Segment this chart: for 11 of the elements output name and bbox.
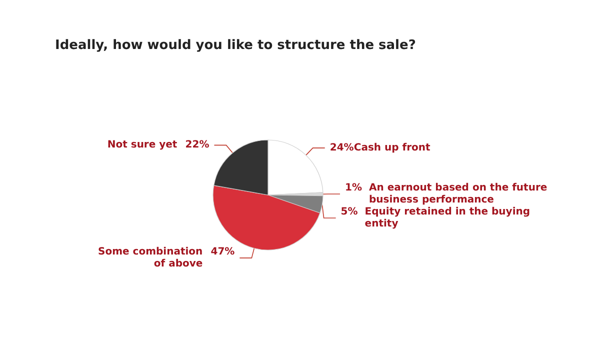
data-label: 24% (330, 142, 354, 154)
slice-label: Not sure yet (107, 140, 178, 151)
data-label: 22% (185, 140, 210, 151)
chart-title: Ideally, how would you like to structure the sale? (55, 38, 416, 53)
data-label: 47% (210, 246, 235, 258)
data-label: 1% (344, 182, 362, 194)
slice-label: Cash up front (354, 142, 431, 154)
data-label: 5% (340, 206, 358, 218)
slice-label: An earnout based on the future business performance (368, 182, 548, 206)
slice-label: Equity retained in the buying entity (364, 206, 530, 230)
slice-label: Some combination of above (98, 246, 203, 270)
